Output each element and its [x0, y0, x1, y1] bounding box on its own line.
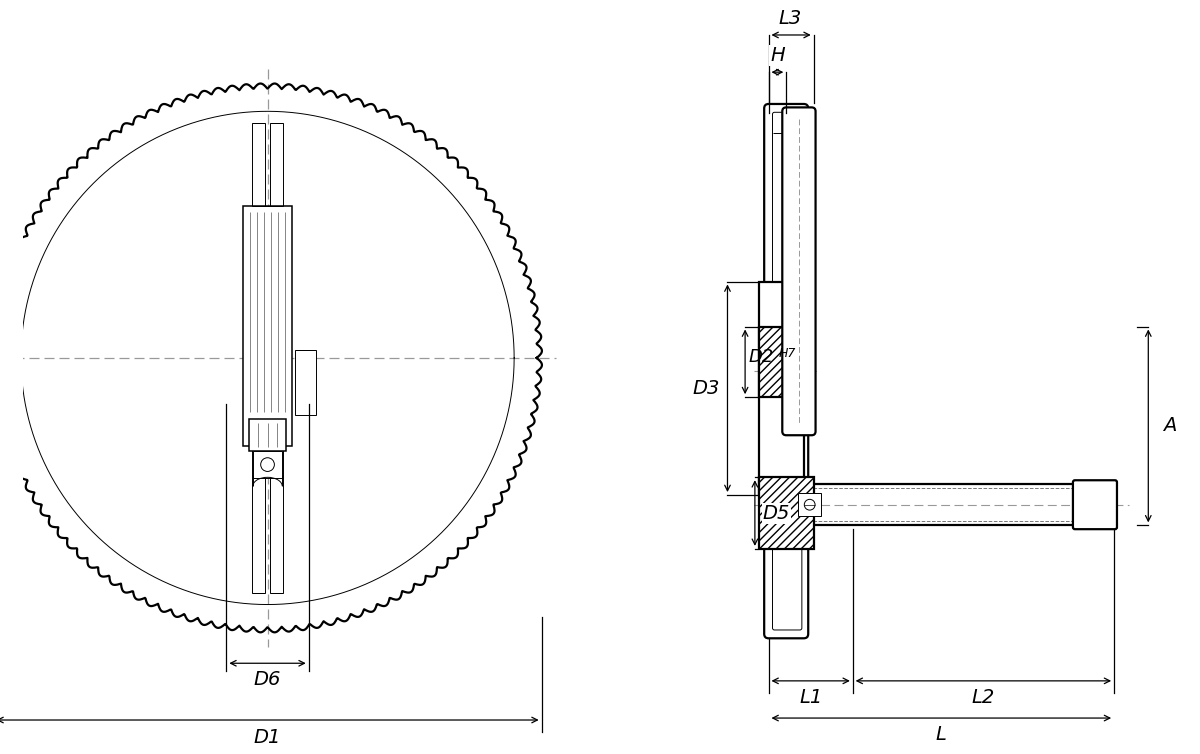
Bar — [798, 493, 822, 516]
FancyBboxPatch shape — [773, 112, 802, 630]
Circle shape — [804, 499, 815, 510]
Bar — [758, 281, 804, 495]
Text: D6: D6 — [254, 670, 281, 689]
Text: H7: H7 — [779, 347, 796, 360]
FancyBboxPatch shape — [1073, 480, 1117, 529]
Text: L1: L1 — [799, 688, 822, 707]
Text: L2: L2 — [972, 688, 995, 707]
Text: L: L — [936, 725, 947, 744]
Bar — [758, 477, 814, 549]
Bar — [253, 451, 282, 478]
FancyBboxPatch shape — [764, 104, 809, 639]
Text: A: A — [1163, 416, 1176, 436]
Text: D1: D1 — [254, 728, 281, 747]
Bar — [244, 207, 292, 446]
Bar — [295, 350, 317, 415]
Circle shape — [260, 458, 275, 471]
Text: D2: D2 — [749, 348, 774, 366]
Text: L3: L3 — [779, 9, 802, 28]
Text: H: H — [770, 46, 785, 65]
Bar — [758, 326, 814, 397]
Text: D3: D3 — [692, 379, 720, 398]
Text: D5: D5 — [763, 504, 790, 523]
FancyBboxPatch shape — [782, 107, 816, 435]
Bar — [758, 326, 814, 397]
Bar — [758, 477, 814, 549]
Bar — [248, 418, 286, 451]
